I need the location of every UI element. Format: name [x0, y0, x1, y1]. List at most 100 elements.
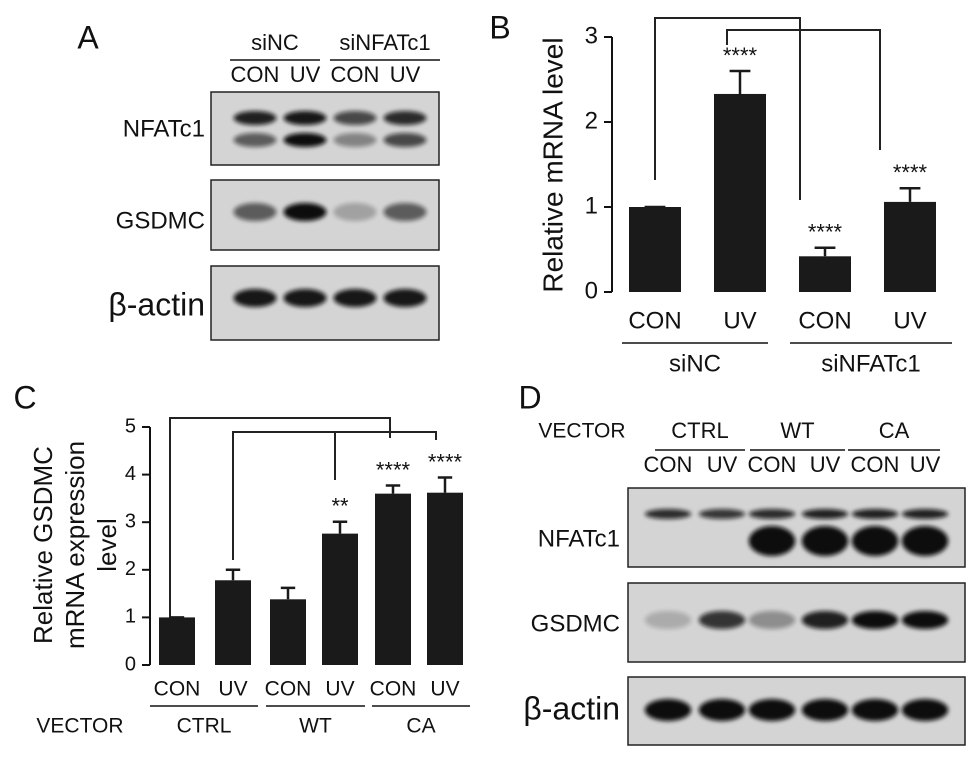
band: [333, 111, 377, 125]
row-label: β-actin: [108, 286, 205, 322]
error-bar: [729, 69, 751, 94]
bar: [270, 599, 306, 665]
band: [748, 526, 796, 556]
group-label: siNC: [251, 30, 299, 55]
band: [333, 133, 377, 147]
band: [383, 133, 427, 147]
band: [851, 509, 899, 519]
significance-label: ****: [376, 457, 411, 482]
error-bar: [899, 187, 921, 202]
band: [698, 509, 746, 519]
row-label: GSDMC: [116, 207, 205, 234]
band: [333, 203, 377, 221]
lane-label: UV: [707, 452, 738, 477]
x-tick-label: UV: [893, 307, 926, 334]
bar: [427, 492, 463, 665]
x-tick-label: UV: [218, 678, 247, 701]
error-bar: [280, 586, 296, 600]
y-tick-label: 0: [585, 277, 598, 304]
band: [233, 133, 277, 147]
group-label: siNFATc1: [339, 30, 430, 55]
x-tick-label: CON: [370, 678, 417, 701]
x-tick-label: UV: [325, 678, 354, 701]
group-label: siNFATc1: [821, 350, 921, 377]
brackets-c: [169, 417, 437, 650]
y-tick-label: 3: [125, 510, 136, 532]
bar: [215, 580, 251, 665]
band: [283, 111, 327, 125]
band: [748, 509, 796, 519]
band: [901, 699, 949, 721]
panel-letter: C: [13, 379, 36, 415]
x-tick-label: CON: [628, 307, 681, 334]
bar: [159, 617, 195, 665]
bar: [799, 256, 851, 292]
lane-label: UV: [910, 452, 941, 477]
error-bar: [225, 568, 241, 581]
x-tick-label: CON: [798, 307, 851, 334]
row-label: β-actin: [523, 690, 620, 726]
band: [283, 203, 327, 221]
group-label: CTRL: [177, 715, 232, 738]
significance-label: ****: [428, 449, 463, 474]
error-bar: [332, 520, 348, 534]
y-axis-label: mRNA expression: [60, 441, 90, 649]
band: [801, 699, 849, 721]
band: [644, 611, 692, 629]
y-tick-label: 3: [585, 22, 598, 49]
row-label: NFATc1: [123, 115, 205, 142]
error-bar: [437, 476, 453, 493]
group-label: CA: [406, 715, 435, 738]
y-axis-label: level: [92, 518, 122, 571]
band: [851, 526, 899, 556]
lane-label: CON: [644, 452, 693, 477]
band: [801, 509, 849, 519]
y-tick-label: 2: [125, 558, 136, 580]
band: [383, 111, 427, 125]
band: [383, 203, 427, 221]
band: [748, 699, 796, 721]
band: [901, 526, 949, 556]
significance-label: **: [331, 494, 349, 519]
band: [801, 611, 849, 629]
band: [233, 111, 277, 125]
panel-letter: D: [518, 379, 541, 415]
significance-label: ****: [808, 220, 843, 245]
lane-label: UV: [290, 62, 321, 87]
band: [644, 509, 692, 519]
group-label: siNC: [669, 350, 721, 377]
significance-label: ****: [723, 43, 758, 68]
bar: [375, 493, 411, 665]
y-tick-label: 2: [585, 107, 598, 134]
x-tick-label: UV: [723, 307, 756, 334]
lane-label: UV: [390, 62, 421, 87]
blot-box: [627, 487, 966, 568]
lane-label: UV: [810, 452, 841, 477]
group-header: VECTOR: [36, 715, 123, 738]
bar: [714, 93, 766, 292]
x-tick-label: CON: [154, 678, 201, 701]
band: [644, 699, 692, 721]
lane-label: CON: [231, 62, 280, 87]
band: [901, 509, 949, 519]
lane-label: CON: [748, 452, 797, 477]
error-bar: [814, 246, 836, 257]
x-tick-label: UV: [430, 678, 459, 701]
x-tick-label: CON: [265, 678, 312, 701]
band: [851, 611, 899, 629]
y-axis-label: Relative GSDMC: [28, 446, 58, 644]
y-tick-label: 0: [125, 653, 136, 675]
group-label: CA: [879, 418, 910, 443]
significance-label: ****: [893, 160, 928, 185]
band: [748, 611, 796, 629]
band: [383, 289, 427, 307]
group-label: WT: [780, 418, 814, 443]
band: [851, 699, 899, 721]
row-label: NFATc1: [538, 525, 620, 552]
y-tick-label: 1: [585, 192, 598, 219]
panel-letter: A: [77, 19, 99, 55]
group-label: WT: [299, 715, 332, 738]
bar: [629, 207, 681, 292]
band: [283, 289, 327, 307]
